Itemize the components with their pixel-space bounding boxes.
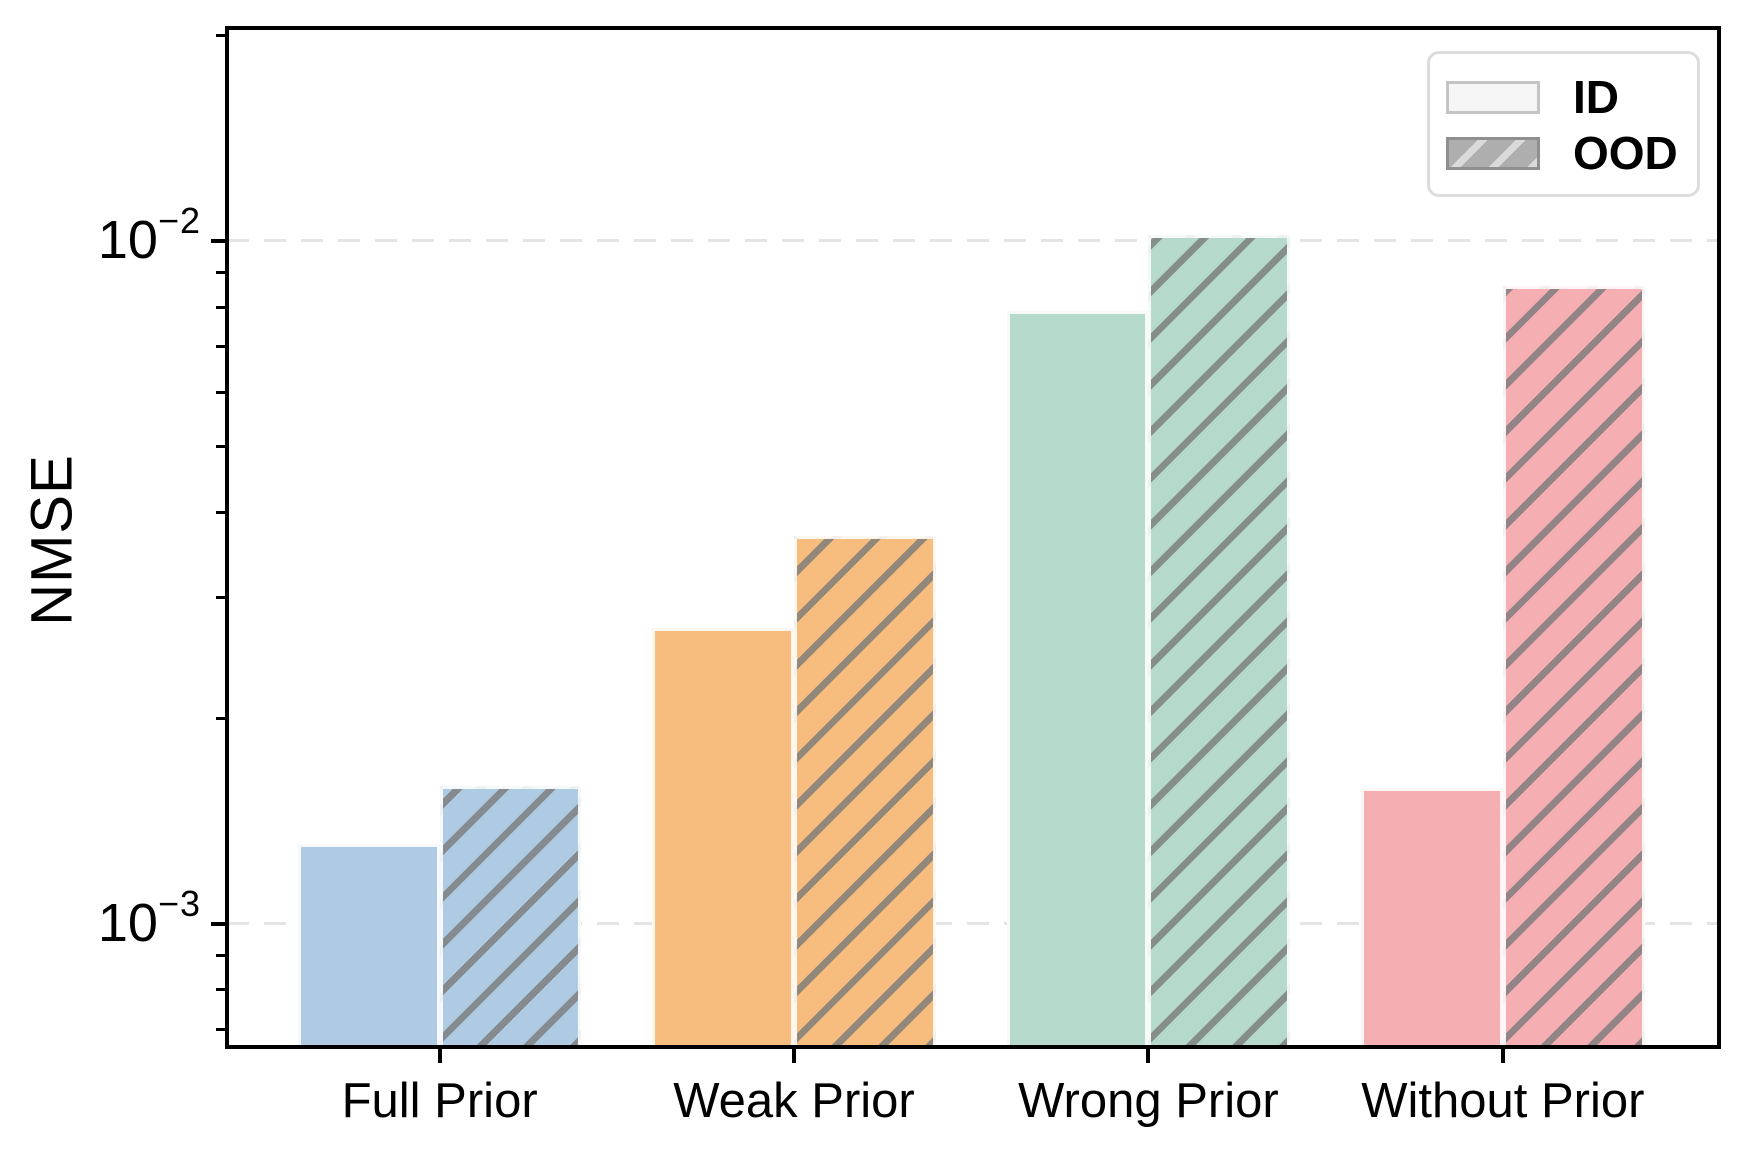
y-major-tick — [211, 238, 227, 243]
left-spine — [225, 26, 229, 1049]
x-tick-label-weak-prior: Weak Prior — [673, 1074, 915, 1128]
bar-weak-prior-ood — [794, 535, 936, 1047]
y-tick-label: 10−2 — [0, 200, 201, 271]
y-tick-label: 10−3 — [0, 883, 201, 954]
y-minor-tick — [216, 953, 227, 957]
y-tick-base: 10 — [97, 892, 158, 953]
y-major-tick — [211, 921, 227, 926]
y-minor-tick — [216, 390, 227, 394]
y-minor-tick — [216, 511, 227, 515]
y-tick-exponent: −3 — [157, 882, 201, 924]
x-tick-full-prior — [437, 1049, 442, 1063]
x-tick-without-prior — [1500, 1049, 1505, 1063]
legend-swatch-ood — [1446, 136, 1540, 170]
x-tick-weak-prior — [792, 1049, 797, 1063]
y-minor-tick — [216, 988, 227, 992]
legend: ID OOD — [1427, 51, 1700, 197]
x-tick-label-wrong-prior: Wrong Prior — [1018, 1074, 1279, 1128]
y-minor-tick — [216, 716, 227, 720]
legend-row-id: ID — [1430, 69, 1697, 125]
bar-without-prior-id — [1361, 788, 1503, 1047]
x-tick-label-full-prior: Full Prior — [341, 1074, 538, 1128]
right-spine — [1717, 26, 1721, 1049]
bar-wrong-prior-ood — [1148, 235, 1291, 1047]
bar-without-prior-ood — [1502, 285, 1645, 1047]
legend-label-ood: OOD — [1573, 127, 1678, 179]
legend-swatch-id — [1446, 80, 1540, 114]
y-tick-exponent: −2 — [157, 199, 201, 241]
x-tick-label-without-prior: Without Prior — [1361, 1074, 1645, 1128]
y-axis-label: NMSE — [19, 454, 85, 626]
bottom-spine — [225, 1045, 1721, 1049]
bar-weak-prior-id — [652, 628, 795, 1047]
bar-wrong-prior-id — [1006, 310, 1149, 1047]
y-gridline — [227, 922, 1719, 926]
y-minor-tick — [216, 33, 227, 37]
x-tick-wrong-prior — [1146, 1049, 1151, 1063]
y-minor-tick — [216, 270, 227, 274]
legend-row-ood: OOD — [1430, 125, 1697, 181]
y-tick-base: 10 — [97, 209, 158, 270]
y-minor-tick — [216, 305, 227, 309]
y-minor-tick — [216, 596, 227, 600]
bar-full-prior-id — [297, 843, 440, 1047]
top-spine — [225, 26, 1721, 30]
bar-full-prior-ood — [439, 786, 582, 1047]
y-minor-tick — [216, 1028, 227, 1032]
y-minor-tick — [216, 444, 227, 448]
y-minor-tick — [216, 345, 227, 349]
legend-label-id: ID — [1573, 71, 1619, 123]
y-gridline — [227, 239, 1719, 243]
